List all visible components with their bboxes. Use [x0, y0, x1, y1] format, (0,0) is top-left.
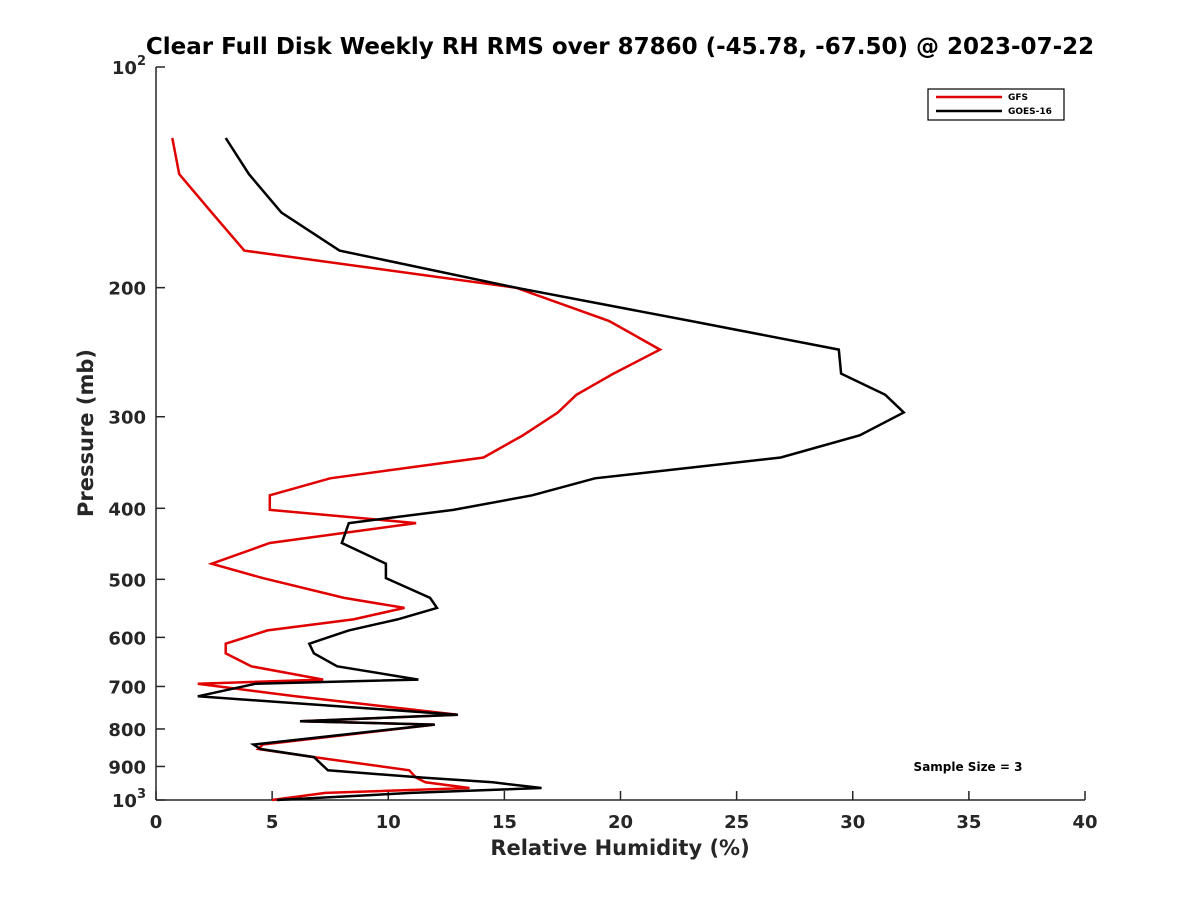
- sample-size-annotation: Sample Size = 3: [914, 760, 1023, 774]
- legend-label-gfs: GFS: [1008, 93, 1028, 103]
- x-tick-label: 40: [1072, 812, 1097, 833]
- x-tick-label: 10: [376, 812, 401, 833]
- series-lines: [171, 137, 906, 802]
- x-tick-label: 0: [150, 812, 163, 833]
- plot-area: 0 5 10 15 20 25 30 35 40 102 200 300 400 500 600 700 80…: [108, 54, 1097, 833]
- y-tick-label: 900: [108, 757, 146, 778]
- x-tick-label: 20: [608, 812, 633, 833]
- x-axis-label: Relative Humidity (%): [490, 836, 749, 860]
- y-tick-label: 200: [108, 279, 146, 300]
- chart-title: Clear Full Disk Weekly RH RMS over 87860…: [146, 34, 1094, 60]
- y-tick-label: 300: [108, 408, 146, 429]
- x-axis-ticks: 0 5 10 15 20 25 30 35 40: [150, 791, 1098, 833]
- y-axis-label: Pressure (mb): [74, 349, 98, 517]
- x-tick-label: 35: [956, 812, 981, 833]
- x-tick-label: 15: [492, 812, 517, 833]
- y-tick-label: 500: [108, 570, 146, 591]
- y-tick-label: 400: [108, 499, 146, 520]
- legend-box: [927, 88, 1065, 121]
- y-axis-ticks: 102 200 300 400 500 600 700 800 900 103: [108, 54, 165, 812]
- legend: GFS GOES-16: [927, 88, 1065, 121]
- y-tick-label: 103: [112, 787, 146, 812]
- x-tick-label: 5: [266, 812, 279, 833]
- legend-label-goes16: GOES-16: [1008, 107, 1052, 117]
- y-tick-label: 102: [112, 54, 146, 79]
- x-tick-label: 25: [724, 812, 749, 833]
- x-tick-label: 30: [840, 812, 865, 833]
- y-tick-label: 600: [108, 628, 146, 649]
- series-line-goes16: [197, 137, 906, 802]
- y-tick-label: 800: [108, 720, 146, 741]
- y-tick-label: 700: [108, 677, 146, 698]
